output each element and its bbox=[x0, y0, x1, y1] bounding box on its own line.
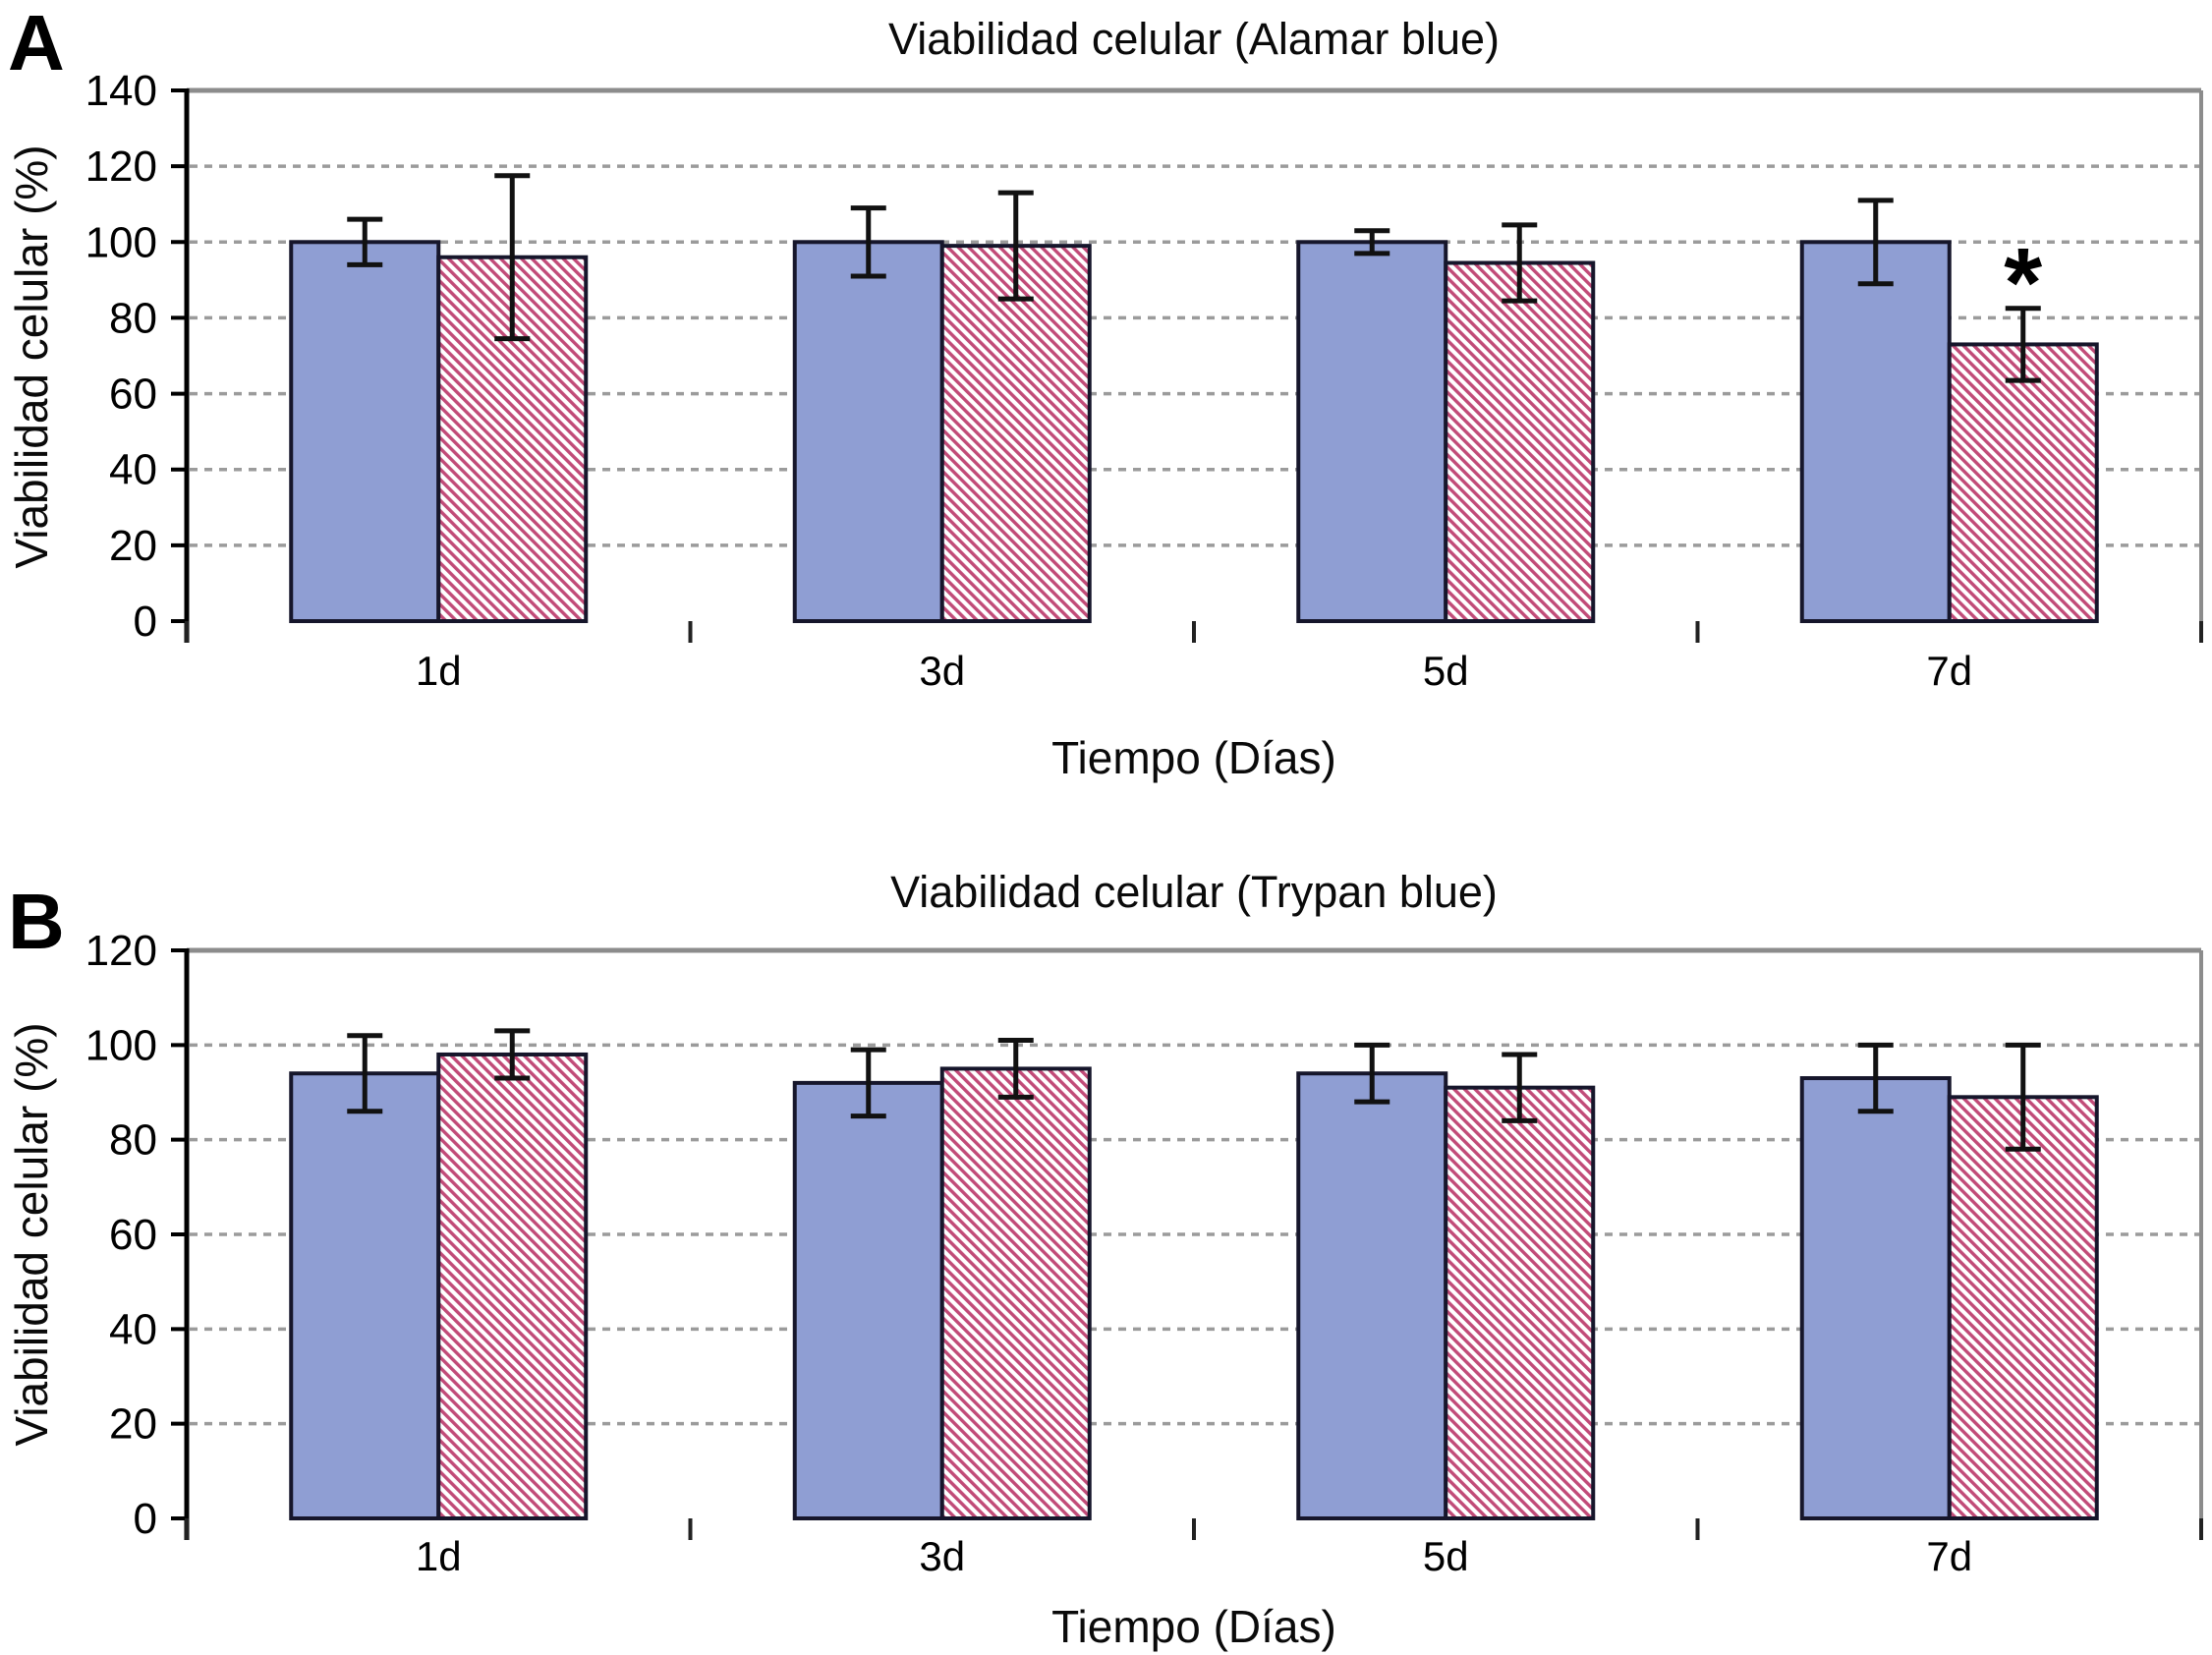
panel-b-x-axis-title: Tiempo (Días) bbox=[1051, 1601, 1336, 1652]
bar-7d-solid_blue_bar bbox=[1799, 1076, 1952, 1520]
bar-5d-solid_blue_bar bbox=[1296, 1071, 1448, 1520]
bar-3d-hatched_pink_bar bbox=[939, 244, 1092, 623]
panel-b-plot: 0 20 40 60 80 100 120 1d 3d 5d 7d bbox=[85, 927, 2203, 1579]
y-tick-label-60: 60 bbox=[109, 371, 157, 419]
y-tick-label-60: 60 bbox=[109, 1211, 157, 1259]
x-category-label-3d: 3d bbox=[919, 648, 965, 694]
panel-b-letter: B bbox=[8, 878, 65, 965]
x-category-label-5d: 5d bbox=[1423, 1533, 1469, 1579]
bar-7d-hatched_pink_bar bbox=[1947, 342, 2099, 623]
x-category-label-7d: 7d bbox=[1926, 648, 1972, 694]
x-category-label-1d: 1d bbox=[416, 1533, 462, 1579]
panel-a-plot: 0 20 40 60 80 100 120 140 1d 3d 5d 7d * bbox=[85, 67, 2203, 694]
bar-7d-solid_blue_bar bbox=[1799, 240, 1952, 624]
panel-a-x-axis-title: Tiempo (Días) bbox=[1051, 732, 1336, 783]
y-tick-label-20: 20 bbox=[109, 1400, 157, 1449]
x-category-label-3d: 3d bbox=[919, 1533, 965, 1579]
y-tick-label-120: 120 bbox=[85, 143, 157, 191]
panel-a-letter: A bbox=[8, 0, 65, 86]
y-tick-label-120: 120 bbox=[85, 927, 157, 975]
y-tick-label-100: 100 bbox=[85, 1021, 157, 1069]
y-tick-label-80: 80 bbox=[109, 1116, 157, 1165]
x-category-label-5d: 5d bbox=[1423, 648, 1469, 694]
bar-3d-solid_blue_bar bbox=[792, 1080, 944, 1520]
bar-7d-hatched_pink_bar bbox=[1947, 1095, 2099, 1520]
x-category-label-1d: 1d bbox=[416, 648, 462, 694]
significance-asterisk-7d: * bbox=[2004, 228, 2042, 338]
y-tick-label-20: 20 bbox=[109, 522, 157, 570]
y-tick-label-80: 80 bbox=[109, 294, 157, 342]
y-tick-label-40: 40 bbox=[109, 1305, 157, 1353]
bar-1d-solid_blue_bar bbox=[289, 1071, 441, 1520]
bar-3d-hatched_pink_bar bbox=[939, 1066, 1092, 1521]
y-tick-label-40: 40 bbox=[109, 446, 157, 494]
y-tick-label-100: 100 bbox=[85, 218, 157, 266]
y-tick-label-0: 0 bbox=[134, 598, 157, 646]
y-tick-label-140: 140 bbox=[85, 67, 157, 115]
bar-5d-hatched_pink_bar bbox=[1444, 1085, 1596, 1520]
panel-b-title: Viabilidad celular (Trypan blue) bbox=[890, 867, 1498, 917]
bar-5d-hatched_pink_bar bbox=[1444, 260, 1596, 623]
bar-1d-solid_blue_bar bbox=[289, 240, 441, 624]
bar-3d-solid_blue_bar bbox=[792, 240, 944, 624]
x-category-label-7d: 7d bbox=[1926, 1533, 1972, 1579]
bar-5d-solid_blue_bar bbox=[1296, 240, 1448, 624]
y-tick-label-0: 0 bbox=[134, 1495, 157, 1543]
panel-a-title: Viabilidad celular (Alamar blue) bbox=[888, 14, 1500, 64]
bar-1d-hatched_pink_bar bbox=[436, 1052, 589, 1520]
